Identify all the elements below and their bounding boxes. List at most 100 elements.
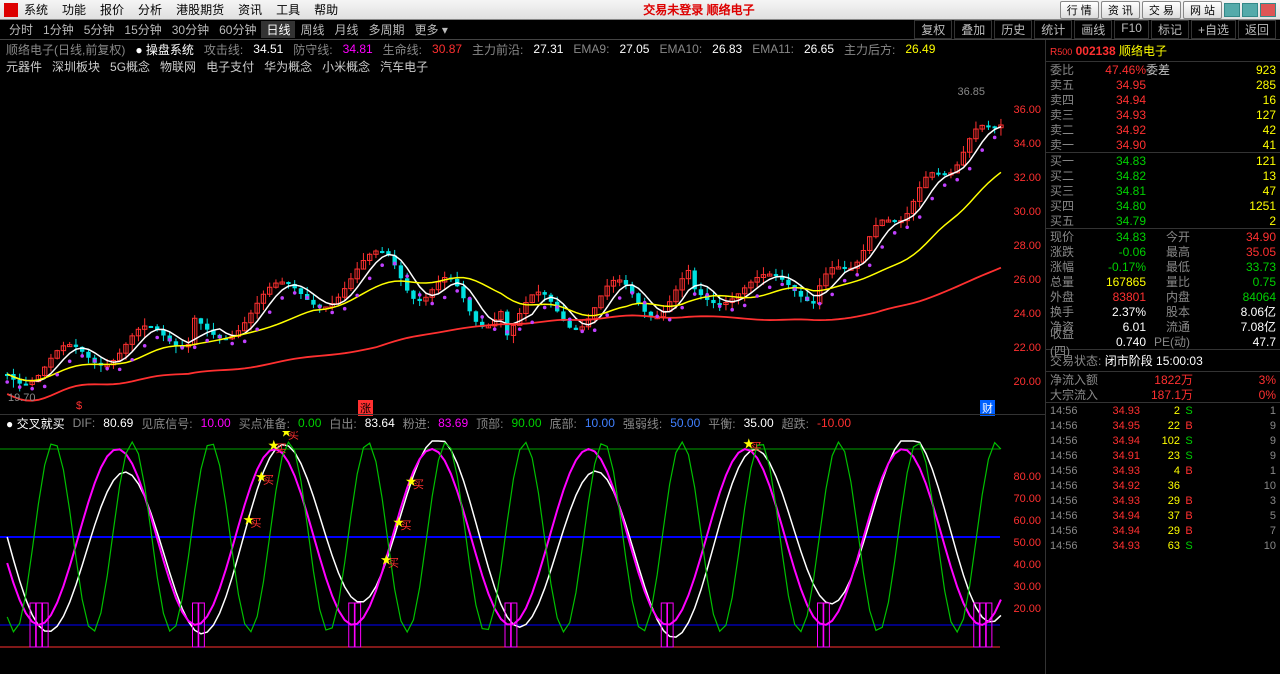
- stock-name: 顺络电子: [1119, 44, 1167, 58]
- right-tab[interactable]: 叠加: [954, 20, 992, 39]
- right-tab[interactable]: 统计: [1034, 20, 1072, 39]
- svg-text:买: 买: [288, 431, 299, 442]
- menu-item[interactable]: 报价: [100, 1, 124, 18]
- concept-tag[interactable]: 汽车电子: [380, 58, 428, 74]
- svg-text:买: 买: [251, 517, 262, 530]
- tick-row: 14:5634.9123S9: [1046, 448, 1280, 463]
- right-tab[interactable]: 画线: [1074, 20, 1112, 39]
- tick-row: 14:5634.923610: [1046, 478, 1280, 493]
- concept-tag[interactable]: 电子支付: [206, 58, 254, 74]
- y-tick: 20.00: [1013, 603, 1041, 615]
- indicator-label: 强弱线:: [623, 415, 662, 432]
- quote-row: 涨幅-0.17%最低33.73: [1046, 259, 1280, 274]
- concept-tags: 元器件深圳板块 5G概念物联网电子支付华为概念小米概念汽车电子: [0, 58, 1045, 74]
- menu-item[interactable]: 工具: [276, 1, 300, 18]
- right-tab[interactable]: 复权: [914, 20, 952, 39]
- chart-area: 顺络电子(日线,前复权)● 操盘系统攻击线:34.51防守线:34.81生命线:…: [0, 40, 1045, 674]
- tick-list: 14:5634.932S114:5634.9522B914:5634.94102…: [1046, 403, 1280, 674]
- indicator-label: 10.00: [201, 416, 231, 430]
- title-right-button[interactable]: 交 易: [1142, 1, 1181, 19]
- indicator-label: 80.69: [103, 416, 133, 430]
- quote-row: 总量167865量比0.75: [1046, 274, 1280, 289]
- ask-row: 卖二34.9242: [1046, 122, 1280, 137]
- order-sidebar: R500 002138 顺络电子 委比 47.46% 委差 923 卖五34.9…: [1045, 40, 1280, 674]
- concept-tag[interactable]: 元器件: [6, 58, 42, 74]
- dollar-marker: $: [76, 400, 82, 412]
- commit-ratio-row: 委比 47.46% 委差 923: [1046, 62, 1280, 77]
- svg-text:买: 买: [276, 442, 287, 455]
- price-high-label: 36.85: [957, 86, 985, 98]
- timeframe-tab[interactable]: 1分钟: [38, 21, 79, 38]
- menu-item[interactable]: 资讯: [238, 1, 262, 18]
- bid-row: 买三34.8147: [1046, 183, 1280, 198]
- svg-text:买: 买: [263, 474, 274, 487]
- price-chart-svg: [0, 74, 1005, 414]
- concept-tag[interactable]: 小米概念: [322, 58, 370, 74]
- tick-row: 14:5634.9429B7: [1046, 523, 1280, 538]
- right-tab[interactable]: 标记: [1151, 20, 1189, 39]
- menu-item[interactable]: 功能: [62, 1, 86, 18]
- indicator-info-line: 顺络电子(日线,前复权)● 操盘系统攻击线:34.51防守线:34.81生命线:…: [0, 40, 1045, 58]
- timeframe-tab[interactable]: 月线: [330, 21, 364, 38]
- timeframe-tab[interactable]: 60分钟: [214, 21, 261, 38]
- title-right-buttons: 行 情资 讯交 易网 站: [1060, 1, 1222, 19]
- indicator-label: 见底信号:: [141, 415, 192, 432]
- indicator-chart[interactable]: ● 交叉就买DIF:80.69见底信号:10.00买点准备:0.00白出:83.…: [0, 414, 1045, 654]
- title-bar: 系统功能报价分析港股期货资讯工具帮助 交易未登录 顺络电子 行 情资 讯交 易网…: [0, 0, 1280, 20]
- timeframe-tab[interactable]: 15分钟: [119, 21, 166, 38]
- trade-status: 交易状态: 闭市阶段 15:00:03: [1046, 350, 1280, 372]
- menu-item[interactable]: 系统: [24, 1, 48, 18]
- y-tick: 22.00: [1013, 342, 1041, 354]
- close-icon[interactable]: [1260, 3, 1276, 17]
- minimize-icon[interactable]: [1224, 3, 1240, 17]
- info-segment: 26.83: [712, 42, 742, 56]
- timeframe-tab[interactable]: 5分钟: [79, 21, 120, 38]
- timeframe-tab[interactable]: 更多 ▾: [410, 21, 453, 38]
- info-segment: EMA11:: [752, 42, 794, 56]
- bid-row: 买一34.83121: [1046, 153, 1280, 168]
- concept-tag[interactable]: 深圳板块: [52, 58, 100, 74]
- right-tab[interactable]: 返回: [1238, 20, 1276, 39]
- info-segment: 生命线:: [383, 41, 422, 58]
- right-tab[interactable]: +自选: [1191, 20, 1236, 39]
- title-right-button[interactable]: 行 情: [1060, 1, 1099, 19]
- timeframe-tab[interactable]: 30分钟: [167, 21, 214, 38]
- right-tab[interactable]: F10: [1114, 20, 1149, 39]
- info-segment: 26.65: [804, 42, 834, 56]
- timeframe-tab[interactable]: 分时: [4, 21, 38, 38]
- info-segment: 30.87: [432, 42, 462, 56]
- quote-row: 收益(四)0.740PE(动)47.7: [1046, 334, 1280, 349]
- indicator-label: 买点准备:: [239, 415, 290, 432]
- info-segment: 顺络电子(日线,前复权): [6, 41, 125, 58]
- menu-item[interactable]: 港股期货: [176, 1, 224, 18]
- info-segment: 攻击线:: [204, 41, 243, 58]
- indicator-canvas: ★买★买★买★买★买★买★买★买 80.0070.0060.0050.0040.…: [0, 431, 1045, 655]
- price-chart[interactable]: 36.0034.0032.0030.0028.0026.0024.0022.00…: [0, 74, 1045, 414]
- quote-row: 换手2.37%股本8.06亿: [1046, 304, 1280, 319]
- timeframe-tab[interactable]: 日线: [261, 21, 295, 38]
- indicator-label: 平衡:: [708, 415, 735, 432]
- y-tick: 34.00: [1013, 138, 1041, 150]
- maximize-icon[interactable]: [1242, 3, 1258, 17]
- svg-text:买: 买: [413, 478, 424, 491]
- title-right-button[interactable]: 网 站: [1183, 1, 1222, 19]
- info-segment: 27.31: [533, 42, 563, 56]
- concept-tag[interactable]: 物联网: [160, 58, 196, 74]
- indicator-label: 顶部:: [476, 415, 503, 432]
- concept-tag[interactable]: 华为概念: [264, 58, 312, 74]
- indicator-label: 10.00: [585, 416, 615, 430]
- indicator-label: 白出:: [329, 415, 356, 432]
- menu-item[interactable]: 帮助: [314, 1, 338, 18]
- stock-code[interactable]: 002138: [1076, 44, 1116, 58]
- tick-row: 14:5634.9329B3: [1046, 493, 1280, 508]
- concept-tag[interactable]: 5G概念: [110, 58, 150, 74]
- app-logo-icon: [4, 3, 18, 17]
- indicator-label: ● 交叉就买: [6, 415, 65, 432]
- timeframe-tab[interactable]: 多周期: [364, 21, 410, 38]
- title-right-button[interactable]: 资 讯: [1101, 1, 1140, 19]
- ask-row: 卖一34.9041: [1046, 137, 1280, 152]
- tick-row: 14:5634.934B1: [1046, 463, 1280, 478]
- right-tab[interactable]: 历史: [994, 20, 1032, 39]
- menu-item[interactable]: 分析: [138, 1, 162, 18]
- timeframe-tab[interactable]: 周线: [295, 21, 329, 38]
